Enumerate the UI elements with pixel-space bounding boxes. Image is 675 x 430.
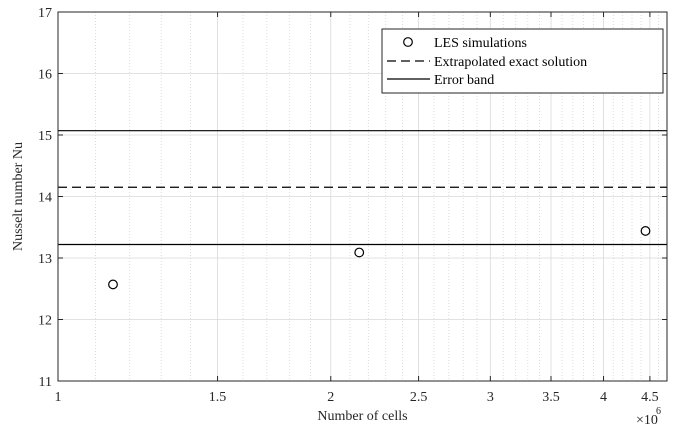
les-data-point [640, 226, 651, 236]
x-exponent-base: ×10 [636, 413, 658, 428]
y-tick-label: 13 [38, 252, 52, 267]
legend-label-les: LES simulations [434, 36, 527, 51]
y-tick-label: 11 [39, 375, 52, 390]
y-axis-title: Nusselt number Nu [11, 142, 26, 251]
y-tick-label: 17 [38, 6, 52, 21]
x-exponent-power: 6 [656, 406, 661, 417]
legend: LES simulations Extrapolated exact solut… [381, 28, 664, 94]
legend-label-extrapolated: Extrapolated exact solution [434, 55, 587, 70]
x-tick-label: 2 [327, 390, 334, 405]
legend-label-error-band: Error band [434, 73, 494, 88]
x-tick-label: 3 [487, 390, 494, 405]
les-data-point [108, 279, 118, 290]
x-tick-label: 4.5 [641, 390, 659, 405]
les-data-point [354, 247, 365, 258]
x-tick-label: 1.5 [209, 390, 227, 405]
x-tick-label: 3.5 [542, 390, 560, 405]
axis-ticks: 1 1.5 2 2.5 3 3.5 4 4.5 11 12 13 14 15 16 17 [38, 6, 667, 405]
x-tick-label: 4 [600, 390, 607, 405]
y-tick-label: 15 [38, 129, 52, 144]
x-tick-label: 2.5 [410, 390, 428, 405]
y-tick-label: 14 [38, 191, 52, 206]
y-tick-label: 12 [38, 314, 52, 329]
legend-marker-les [403, 37, 413, 47]
x-axis-title: Number of cells [317, 409, 407, 424]
x-tick-label: 1 [55, 390, 62, 405]
x-axis-exponent: ×10 6 [636, 406, 661, 428]
legend-box [381, 28, 664, 94]
plot-data [58, 130, 667, 290]
y-tick-label: 16 [38, 68, 52, 83]
